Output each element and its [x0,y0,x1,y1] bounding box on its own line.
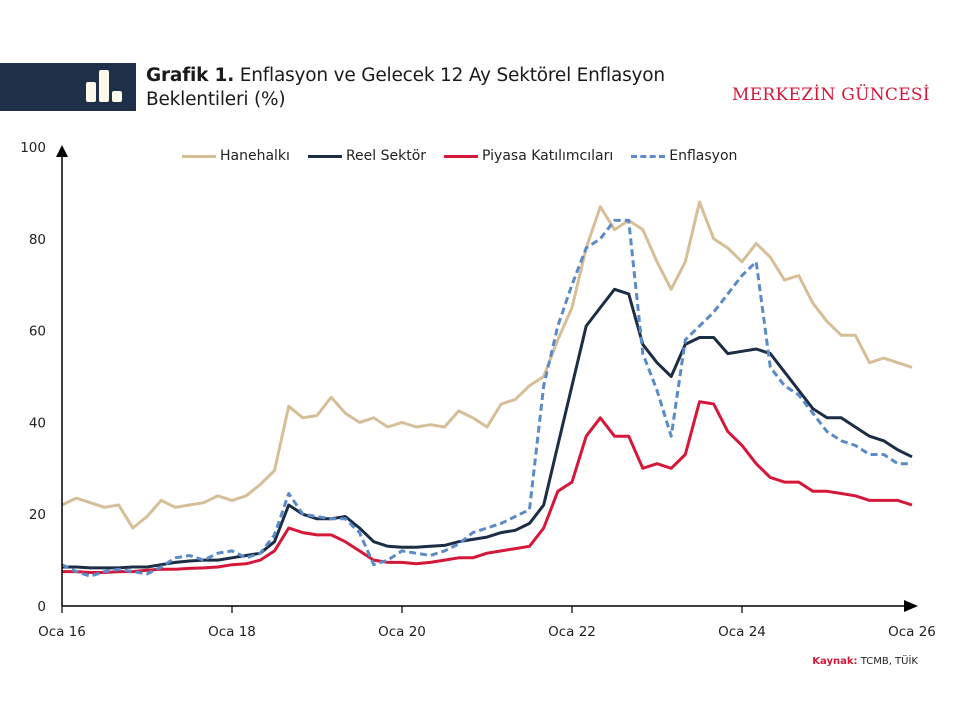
x-tick-label: Oca 22 [548,624,596,640]
chart-title-line2: Beklentileri (%) [146,89,286,110]
series-line-hanehalki [61,200,913,530]
title-banner [0,63,136,111]
x-tick-label: Oca 26 [888,624,936,640]
brand-logo: MERKEZİN GÜNCESİ [732,85,930,105]
legend-swatch-enflasyon [631,154,666,158]
chart-title: Grafik 1. Enflasyon ve Gelecek 12 Ay Sek… [146,64,665,112]
legend-item-hanehalki: Hanehalkı [182,148,290,164]
y-tick-label: 100 [20,140,46,156]
series-line-piyasa [62,400,913,574]
chart-title-line1: Enflasyon ve Gelecek 12 Ay Sektörel Enfl… [234,65,665,86]
x-axis-arrow-icon [904,600,918,612]
legend-item-reel: Reel Sektör [307,148,427,164]
legend-swatch-reel [307,154,342,158]
chart-title-bold: Grafik 1. [146,65,235,86]
legend-swatch-piyasa [444,154,479,158]
legend-label-reel: Reel Sektör [345,148,427,164]
x-tick-label: Oca 16 [38,624,86,640]
legend-item-enflasyon: Enflasyon [631,148,737,164]
x-tick-label: Oca 18 [208,624,256,640]
y-tick-label: 0 [37,599,46,615]
y-tick-label: 40 [29,415,46,431]
source-note: Kaynak: TCMB, TÜİK [812,656,918,667]
legend-item-piyasa: Piyasa Katılımcıları [444,148,613,164]
bar-chart-icon [86,70,122,102]
legend-swatch-hanehalki [182,154,216,158]
source-label: Kaynak: [812,656,858,667]
legend-label-piyasa: Piyasa Katılımcıları [482,148,614,164]
x-tick-label: Oca 20 [378,624,426,640]
chart-legend: Hanehalkı Reel Sektör Piyasa Katılımcıla… [182,148,755,164]
series-line-reel [62,287,913,570]
legend-label-hanehalki: Hanehalkı [220,148,290,164]
series-line-enflasyon [61,218,912,578]
x-tick-label: Oca 24 [718,624,766,640]
y-tick-label: 60 [29,324,46,340]
y-axis-arrow-icon [56,145,68,157]
source-text: TCMB, TÜİK [860,656,918,667]
y-tick-label: 20 [29,507,46,523]
y-tick-label: 80 [29,232,46,248]
legend-label-enflasyon: Enflasyon [669,148,738,164]
